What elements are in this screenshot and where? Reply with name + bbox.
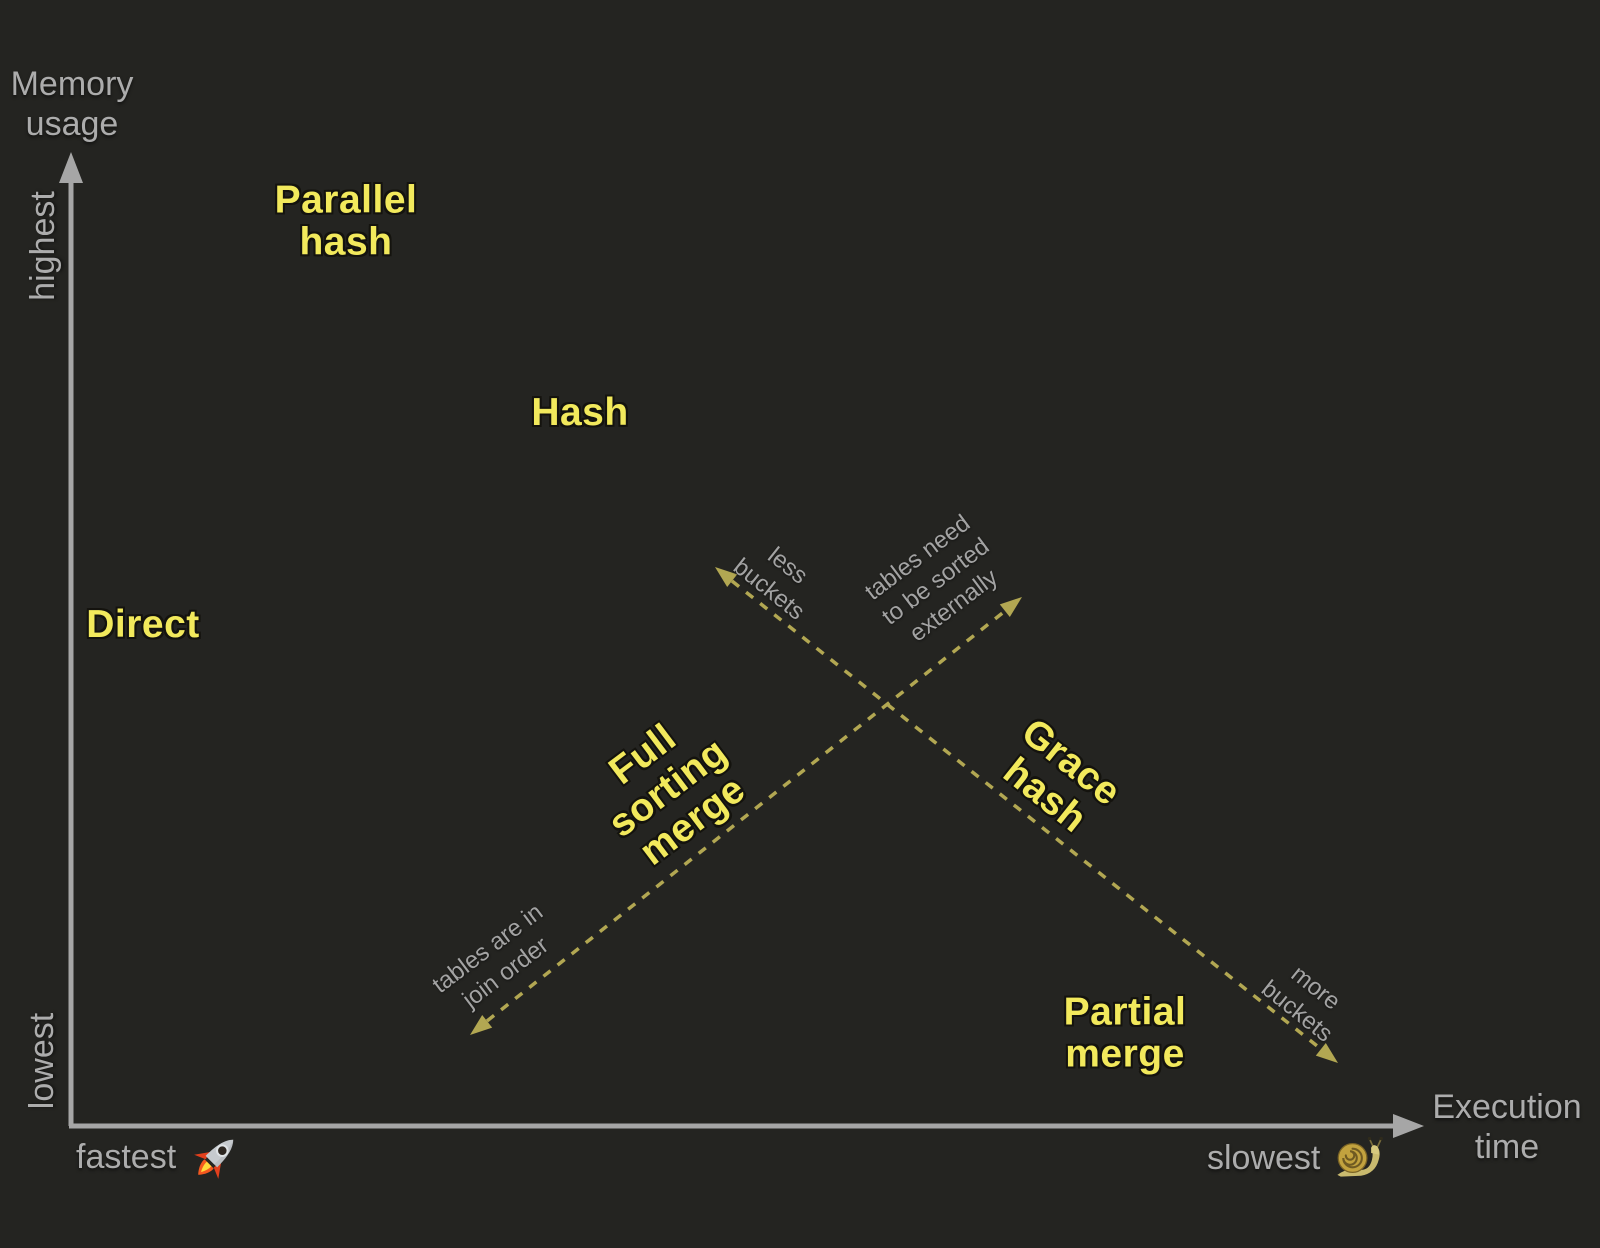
y-axis-title-line: Memory xyxy=(10,64,134,103)
x-axis-slow-group: slowest xyxy=(1207,1136,1388,1180)
x-axis-title-line: time xyxy=(1474,1128,1540,1166)
y-axis-arrowhead-icon xyxy=(59,152,83,183)
algorithm-label-line: merge xyxy=(1065,1032,1185,1075)
y-axis-low-label: lowest xyxy=(22,1012,61,1110)
arrowhead-down-right-icon xyxy=(1315,1043,1338,1063)
snail-icon xyxy=(1337,1136,1384,1177)
x-axis xyxy=(69,1114,1424,1138)
algorithm-parallel-hash: Parallel hash xyxy=(275,179,418,262)
algorithm-partial-merge: Partial merge xyxy=(1064,991,1187,1074)
y-axis-title-line: usage xyxy=(25,105,119,143)
y-axis xyxy=(59,152,83,1126)
y-axis-high-label: highest xyxy=(23,191,62,301)
algorithm-label-line: Direct xyxy=(86,603,200,647)
algorithm-label-line: Hash xyxy=(531,391,629,435)
x-axis-arrowhead-icon xyxy=(1393,1114,1424,1138)
arrowhead-up-left-icon xyxy=(715,567,738,587)
rocket-icon xyxy=(194,1139,234,1179)
y-axis-title: Memory usage xyxy=(11,64,134,144)
algorithm-label-line: Parallel xyxy=(274,178,418,222)
x-axis-fast-group: fastest xyxy=(76,1131,242,1183)
arrowhead-up-right-icon xyxy=(999,597,1022,617)
arrowhead-down-left-icon xyxy=(470,1015,493,1035)
algorithm-direct: Direct xyxy=(86,604,200,646)
algorithm-label-line: hash xyxy=(299,220,393,263)
algorithm-label-line: Partial xyxy=(1063,990,1187,1034)
x-axis-fast-label: fastest xyxy=(76,1137,177,1176)
algorithm-hash: Hash xyxy=(531,392,628,434)
x-axis-title: Execution time xyxy=(1432,1087,1581,1167)
buckets-tradeoff-arrow xyxy=(715,567,1338,1063)
x-axis-title-line: Execution xyxy=(1432,1087,1582,1126)
x-axis-slow-label: slowest xyxy=(1207,1138,1321,1177)
sorting-tradeoff-arrow xyxy=(470,597,1022,1035)
